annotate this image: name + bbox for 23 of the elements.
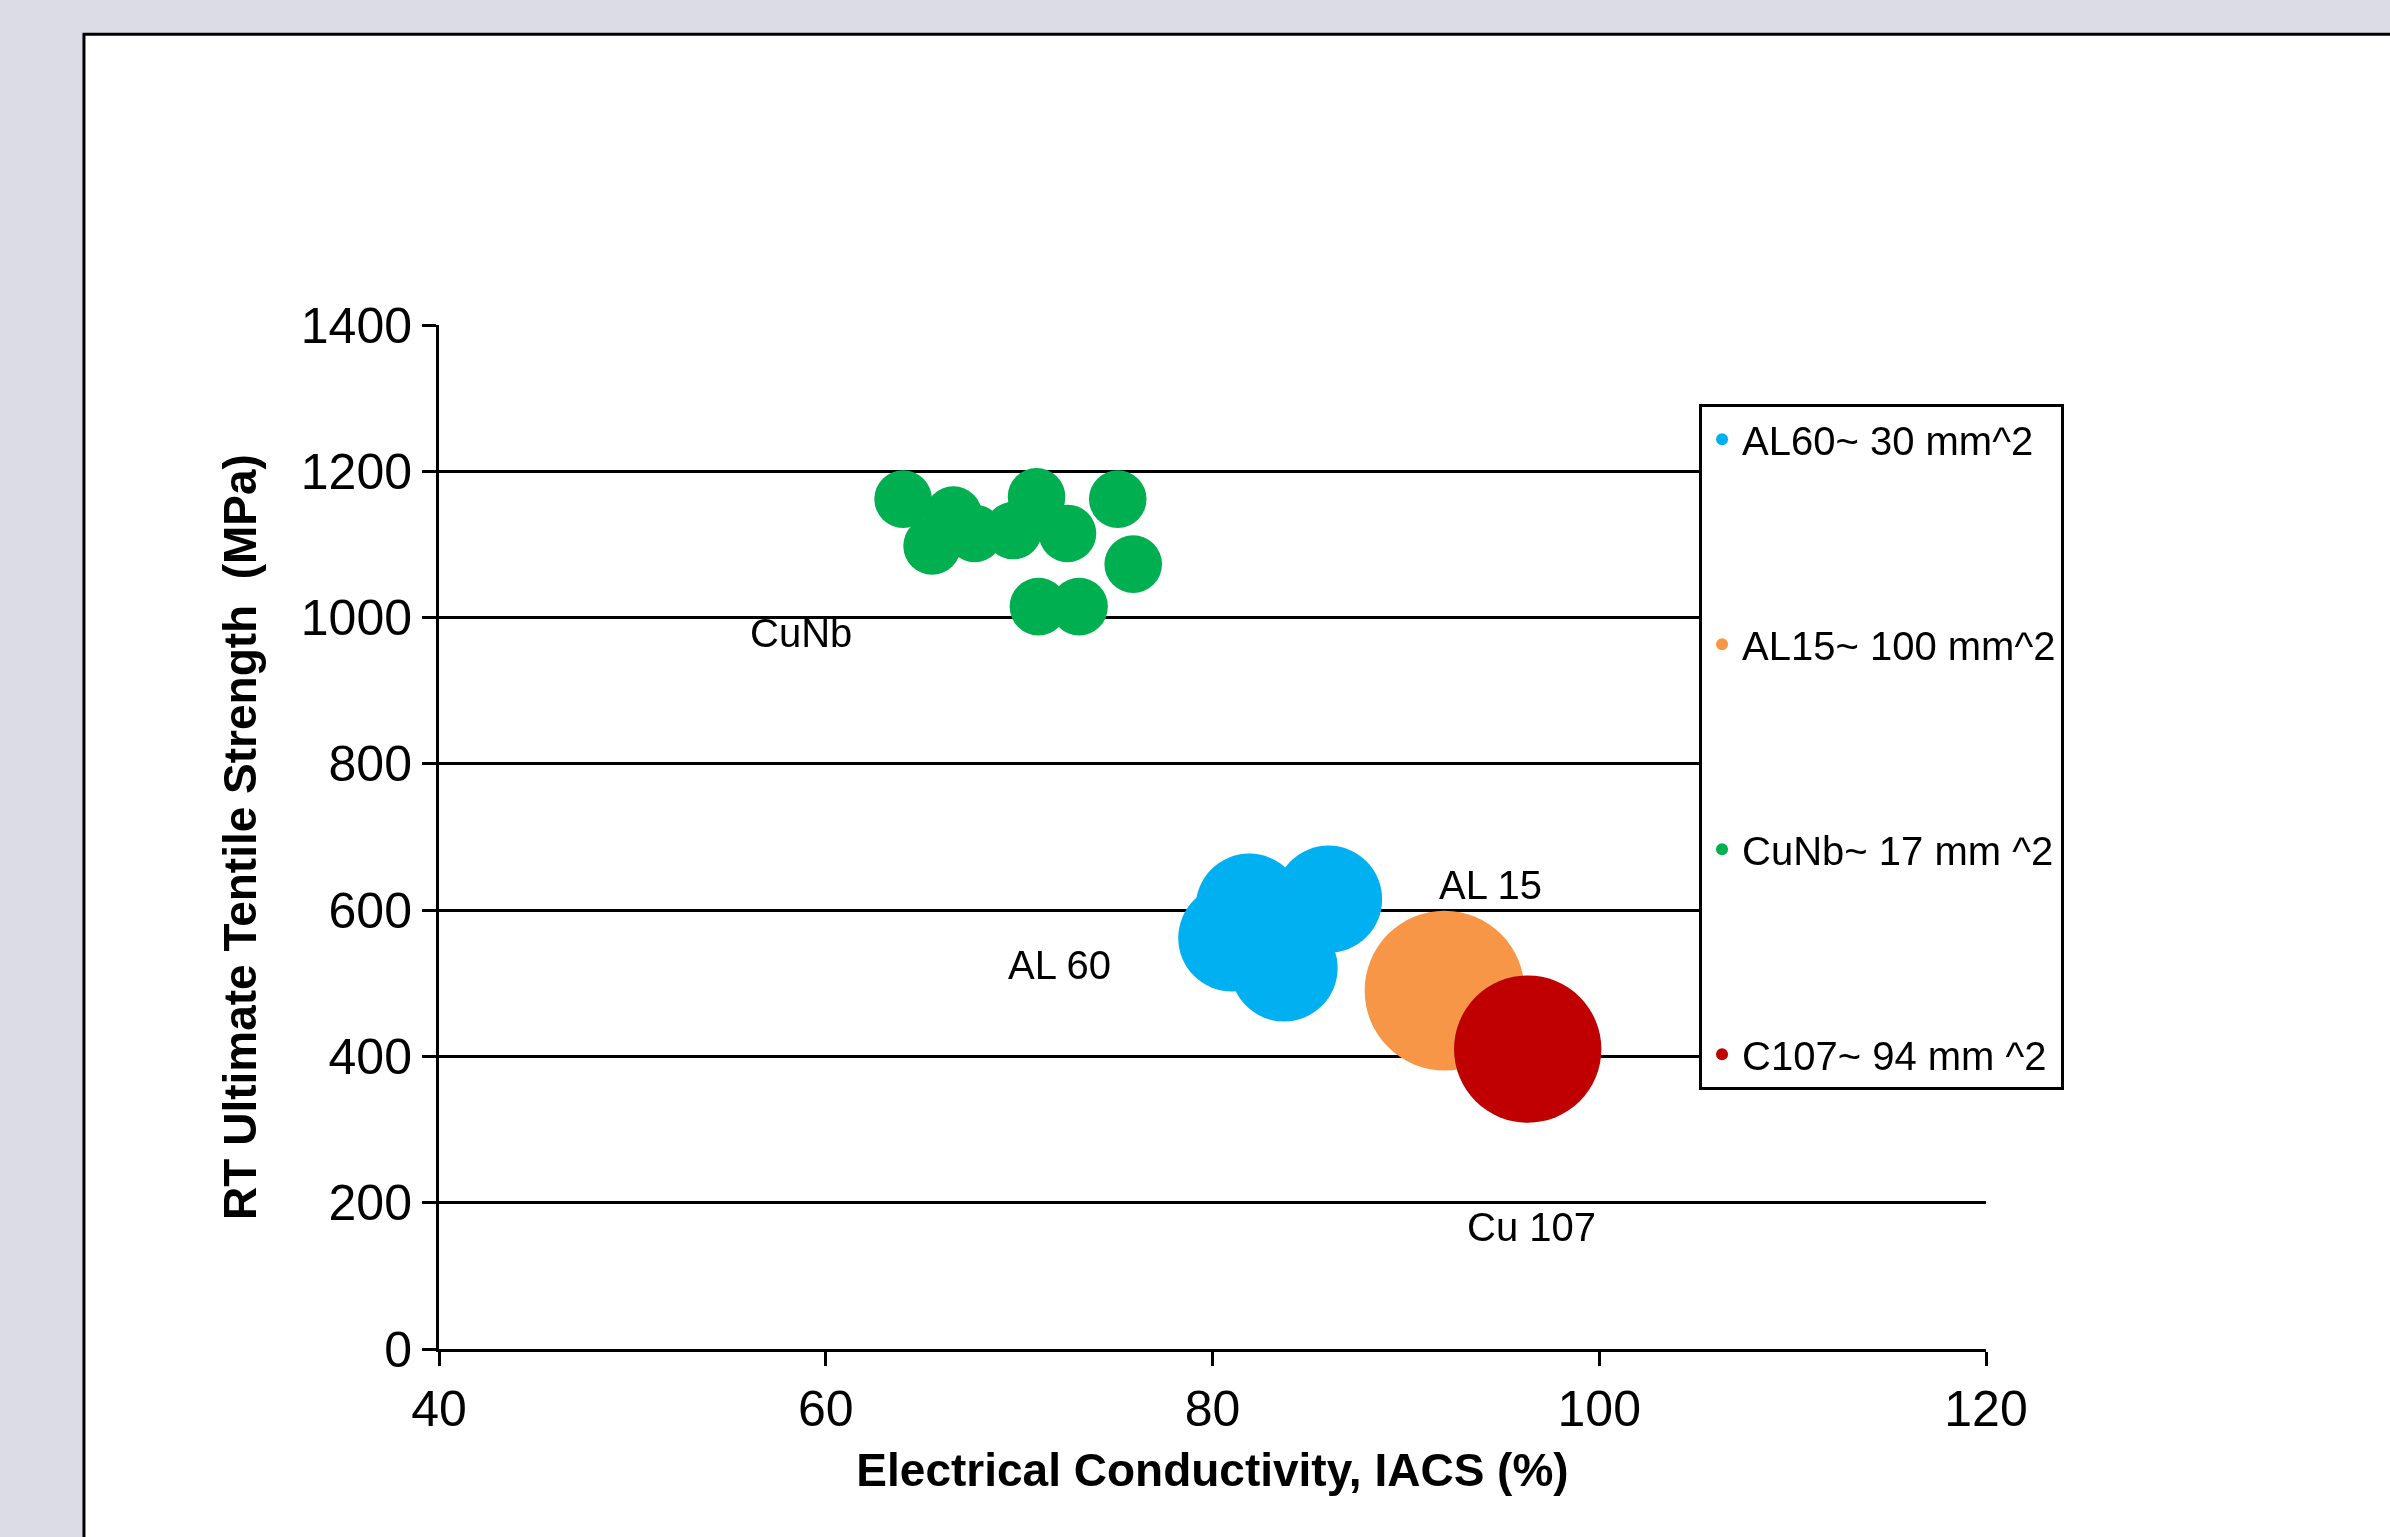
annotation: AL 60 [1008,943,1112,987]
y-tick-label: 800 [328,736,412,793]
x-tick-label: 120 [1944,1381,2028,1437]
legend-label: AL15~ 100 mm^2 [1742,623,2056,668]
y-tick-label: 200 [328,1175,412,1232]
y-tick-label: 1000 [300,590,412,647]
y-tick-label: 400 [328,1028,412,1085]
legend-label: CuNb~ 17 mm ^2 [1742,828,2054,873]
y-tick-label: 1200 [300,443,412,500]
y-tick-label: 600 [328,882,412,939]
legend-label: C107~ 94 mm ^2 [1742,1033,2047,1078]
x-tick-label: 80 [1184,1381,1241,1437]
x-axis-title: Electrical Conductivity, IACS (%) [856,1443,1569,1496]
annotation: Cu 107 [1467,1205,1596,1249]
annotation: CuNb [750,611,853,655]
y-axis-title: RT Ultimate Tentile Strength (MPa) [214,454,267,1220]
y-tick-label: 0 [384,1321,412,1378]
legend-label: AL60~ 30 mm^2 [1742,418,2034,463]
x-tick-label: 60 [797,1381,854,1437]
x-tick-label: 100 [1557,1381,1641,1437]
y-tick-label: 1400 [300,297,412,354]
annotation: AL 15 [1439,863,1543,907]
x-tick-label: 40 [411,1381,467,1437]
